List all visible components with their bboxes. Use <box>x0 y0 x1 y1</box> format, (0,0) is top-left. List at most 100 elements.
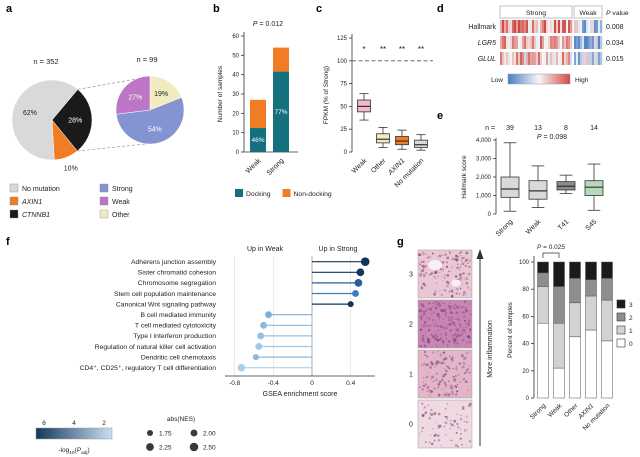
histology-texture <box>440 378 444 382</box>
heatmap-cell <box>544 36 547 49</box>
histology-texture <box>462 311 466 314</box>
histology-texture <box>454 374 457 377</box>
histology-texture <box>424 441 427 443</box>
histology-texture <box>431 252 434 255</box>
histology-texture <box>449 423 452 425</box>
c-x-tick-other: Other <box>370 157 388 175</box>
histology-texture <box>442 393 445 396</box>
g-segment-1-no-mutation <box>601 299 613 342</box>
pie-n-label-expanded: n = 99 <box>136 55 157 64</box>
histology-texture <box>444 433 447 436</box>
legend-swatch-other <box>99 209 109 219</box>
f-x-tick-label: 0.4 <box>346 380 355 387</box>
histology-texture <box>451 390 454 394</box>
heatmap-cell <box>560 52 563 65</box>
histology-texture <box>428 302 431 305</box>
histology-texture <box>424 311 426 313</box>
legend-label-strong: Strong <box>112 186 133 193</box>
heatmap-cell <box>502 20 505 33</box>
b-legend-label-non-docking: Non-docking <box>294 191 332 198</box>
legend-label-no-mutation: No mutation <box>22 186 60 193</box>
heatmap-cell <box>516 52 519 65</box>
heatmap-cell <box>568 36 571 49</box>
histology-texture <box>428 441 431 444</box>
histology-texture <box>440 353 442 355</box>
histology-texture <box>432 380 434 383</box>
histology-texture <box>460 250 463 253</box>
histology-texture <box>422 384 426 388</box>
histology-texture <box>427 340 431 343</box>
histology-texture <box>457 333 460 337</box>
heatmap-cell <box>594 52 597 65</box>
histology-texture <box>421 388 424 391</box>
histology-texture <box>448 380 450 383</box>
histology-texture <box>425 316 429 320</box>
f-dot-4 <box>347 301 354 308</box>
histology-texture <box>465 251 469 255</box>
b-y-tick-label: 50 <box>232 53 239 59</box>
histology-texture <box>444 315 447 318</box>
histology-texture <box>468 259 471 262</box>
panel-letter-d: d <box>437 3 444 15</box>
histology-texture <box>437 324 439 327</box>
histology-texture <box>424 272 428 275</box>
g-segment-3-strong <box>537 261 549 274</box>
g-segment-3-axin1 <box>585 261 597 280</box>
f-color-legend-tick: 4 <box>72 420 76 427</box>
histology-texture <box>456 328 460 331</box>
heatmap-cell <box>522 36 525 49</box>
histology-texture <box>422 426 425 430</box>
histology-texture <box>427 329 430 332</box>
g-segment-2-axin1 <box>585 279 597 297</box>
e-n-value-0: 39 <box>506 125 514 132</box>
histology-texture <box>452 292 454 294</box>
histology-texture <box>461 259 463 262</box>
histology-texture <box>422 376 424 378</box>
e-y-tick-label: 1,000 <box>476 194 492 200</box>
histology-texture <box>458 273 462 277</box>
c-significance-other: ** <box>380 45 386 54</box>
heatmap-cell <box>532 52 535 65</box>
histology-texture <box>449 427 451 430</box>
heatmap-cell <box>540 52 543 65</box>
d-row-label-glul: GLUL <box>478 56 496 63</box>
histology-texture <box>459 381 462 383</box>
histology-texture <box>429 273 432 276</box>
d-group-box-weak <box>573 5 603 19</box>
f-size-legend-dot-2 <box>146 443 154 451</box>
f-category-4: Canonical Wnt signaling pathway <box>116 301 217 308</box>
histology-texture <box>462 362 466 366</box>
heatmap-cell <box>544 20 547 33</box>
f-header-left: Up in Weak <box>247 246 284 253</box>
histology-texture <box>447 394 450 397</box>
histology-texture <box>455 311 458 314</box>
histology-texture <box>450 320 454 324</box>
histology-texture <box>423 340 426 343</box>
heatmap-cell <box>536 36 539 49</box>
heatmap-cell <box>574 52 577 65</box>
heatmap-cell <box>522 20 525 33</box>
heatmap-cell <box>574 36 577 49</box>
histology-texture <box>456 258 459 262</box>
panel-letter-e: e <box>437 110 444 122</box>
histology-texture <box>429 312 431 314</box>
histology-texture <box>461 443 463 446</box>
histology-texture <box>434 433 438 437</box>
heatmap-cell <box>574 20 577 33</box>
histology-texture <box>444 385 447 388</box>
histology-texture <box>463 319 467 322</box>
histology-texture <box>462 272 465 275</box>
histology-texture <box>454 385 457 387</box>
histology-texture <box>426 355 429 358</box>
histology-texture <box>436 301 438 303</box>
heatmap-cell <box>570 36 573 49</box>
b-x-tick-weak: Weak <box>245 157 263 175</box>
histology-texture <box>420 286 424 290</box>
d-row-label-lgr5: LGR5 <box>478 40 496 47</box>
histology-texture <box>436 364 439 367</box>
c-y-tick-label: 125 <box>337 36 348 42</box>
histology-texture <box>452 328 455 330</box>
heatmap-cell <box>596 52 599 65</box>
heatmap-cell <box>530 36 533 49</box>
histology-texture <box>439 289 441 292</box>
